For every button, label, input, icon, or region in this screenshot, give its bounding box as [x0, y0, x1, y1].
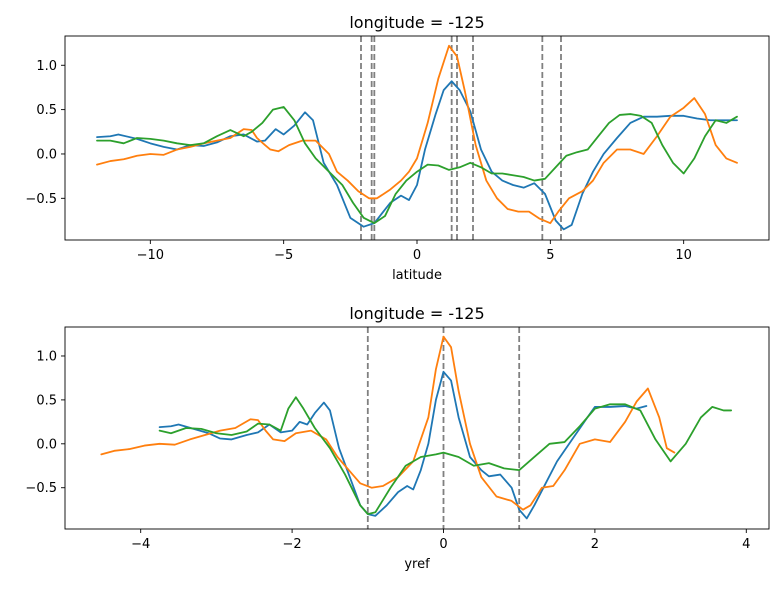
y-tick-label: 0.0: [36, 437, 57, 452]
x-tick-label: −2: [283, 537, 302, 552]
y-tick-label: 1.0: [36, 349, 57, 364]
series-line-2: [100, 335, 676, 511]
x-tick-label: 0: [413, 248, 421, 263]
series-line-2: [96, 44, 738, 225]
x-tick-label: 4: [742, 537, 750, 552]
y-tick-label: 1.0: [36, 59, 57, 74]
x-tick-label: −5: [274, 248, 293, 263]
y-tick-label: −0.5: [25, 192, 57, 207]
x-tick-label: 5: [546, 248, 554, 263]
plot-frame: [64, 35, 770, 241]
chart-title: longitude = -125: [349, 304, 484, 323]
plot-frame: [64, 326, 770, 530]
x-tick-label: −10: [137, 248, 164, 263]
x-tick-label: 10: [675, 248, 692, 263]
chart-panel-1: −10 −5 0 5 10 −0.5 0.0 0.5 1.0 longitude = -125 la…: [25, 13, 770, 283]
x-tick-label: 0: [439, 537, 447, 552]
x-axis-label: yref: [404, 557, 430, 572]
x-axis-label: latitude: [392, 268, 442, 283]
y-tick-label: 0.5: [36, 393, 57, 408]
series-line-3: [158, 396, 733, 515]
y-tick-label: −0.5: [25, 481, 57, 496]
series-line-1: [158, 370, 648, 520]
series-line-3: [96, 106, 738, 225]
chart-panel-2: −4 −2 0 2 4 −0.5 0.0 0.5 1.0 longitude = -125 yref: [25, 304, 770, 572]
y-tick-label: 0.5: [36, 103, 57, 118]
x-tick-label: 2: [591, 537, 599, 552]
x-tick-label: −4: [131, 537, 150, 552]
y-tick-label: 0.0: [36, 147, 57, 162]
chart-title: longitude = -125: [349, 13, 484, 32]
